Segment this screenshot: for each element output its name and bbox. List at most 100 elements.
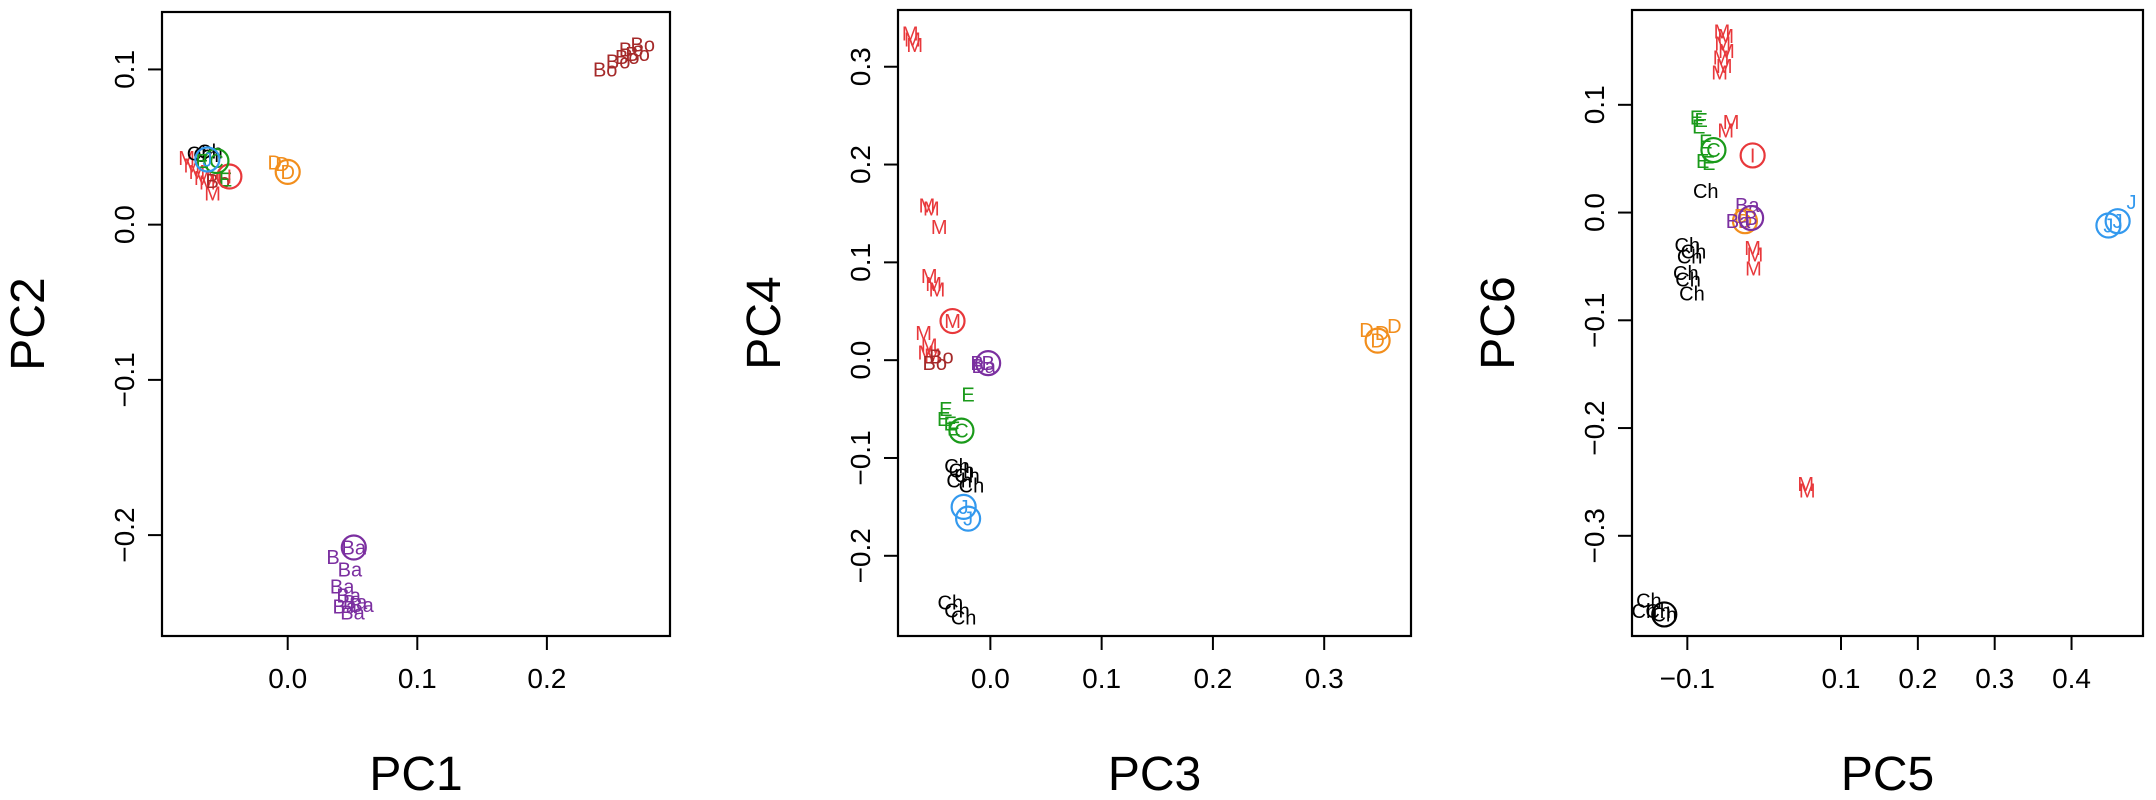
point-marker	[216, 163, 243, 190]
data-point: M	[1713, 47, 1730, 69]
x-axis: −0.1 0.1 0.2 0.3 0.4	[1660, 636, 2091, 694]
y-tick-label: −0.1	[1579, 293, 1610, 348]
data-point: M	[189, 162, 206, 184]
point-label: M	[1745, 259, 1762, 281]
point-label: E	[1696, 151, 1709, 173]
point-label: M	[1713, 47, 1730, 69]
data-point: B	[326, 547, 339, 569]
data-point: M	[1747, 245, 1764, 267]
point-label: I	[227, 167, 233, 189]
point-label: Ch	[1677, 247, 1703, 269]
point-label: E	[961, 384, 974, 406]
point-marker	[1731, 208, 1759, 235]
point-label: Ch	[938, 593, 964, 615]
point-label: C	[1706, 140, 1720, 162]
data-point: Ch	[1693, 181, 1719, 203]
data-point: Ch	[959, 475, 985, 497]
point-label: Ba	[349, 595, 374, 617]
point-label: Ch	[949, 461, 975, 483]
data-point: M	[925, 274, 942, 296]
point-label: M	[924, 345, 941, 367]
y-axis: −0.2 −0.1 0.0 0.1	[109, 50, 162, 563]
point-label: J	[963, 509, 973, 531]
x-tick-label: −0.1	[1660, 663, 1715, 694]
point-label: Bo	[606, 52, 630, 74]
point-label: I	[1750, 145, 1756, 167]
point-label: Ba	[332, 597, 357, 619]
point-label: Ch	[1673, 263, 1699, 285]
point-label: M	[199, 173, 216, 195]
point-label: Ch	[944, 456, 970, 478]
point-label: M	[1747, 245, 1764, 267]
point-marker	[340, 534, 367, 561]
data-point: J	[2126, 192, 2136, 214]
data-point: Ba	[336, 586, 361, 608]
point-label: B	[1744, 208, 1757, 230]
data-point: Ba	[340, 603, 365, 625]
point-label: Ch	[959, 475, 985, 497]
data-point: Ba	[971, 356, 996, 378]
data-point: M	[1744, 238, 1761, 260]
data-point: M	[194, 168, 211, 190]
x-tick-label: 0.3	[1305, 663, 1344, 694]
point-label: M	[1717, 121, 1734, 143]
point-label: M	[1711, 62, 1728, 84]
y-axis-title: PC2	[2, 277, 55, 370]
point-label: M	[1717, 26, 1734, 48]
data-point: Bo	[631, 35, 655, 57]
data-point: Ba	[349, 595, 374, 617]
data-point: Ba	[330, 576, 355, 598]
point-label: Ba	[338, 559, 363, 581]
point-marker	[203, 147, 230, 175]
x-tick-label: 0.1	[1082, 663, 1121, 694]
plot-frame	[1630, 8, 2145, 638]
point-marker	[1738, 204, 1765, 232]
y-tick-label: −0.3	[1579, 508, 1610, 563]
point-label: Ch	[944, 601, 970, 623]
point-label: Ba	[340, 603, 365, 625]
data-point: E	[1694, 110, 1707, 132]
point-label: J	[202, 149, 212, 171]
data-point: B	[975, 350, 1002, 377]
data-point: M	[1711, 62, 1728, 84]
data-point: Bo	[929, 346, 953, 368]
data-point: D	[1359, 320, 1373, 342]
point-label: M	[1723, 112, 1740, 134]
point-label: M	[178, 148, 195, 170]
point-marker	[1739, 142, 1766, 169]
plot-frame	[896, 8, 1413, 638]
data-point: M	[1745, 259, 1762, 281]
point-label: M	[906, 35, 923, 57]
data-point: J	[2104, 208, 2131, 235]
point-label: E	[939, 399, 952, 421]
point-label: Ch	[1632, 601, 1658, 623]
data-point: Ch	[944, 601, 970, 623]
data-point: B	[1738, 204, 1765, 232]
data-point: M	[931, 217, 948, 239]
point-label: Ba	[971, 356, 996, 378]
y-tick-label: 0.3	[845, 47, 876, 86]
point-label: Ba	[330, 576, 355, 598]
y-axis: −0.3 −0.2 −0.1 0.0 0.1	[1579, 85, 1632, 563]
x-axis-title: PC5	[1841, 748, 1934, 800]
data-point: Ch	[951, 607, 977, 629]
data-point: M	[902, 23, 919, 45]
data-point: Ba	[332, 597, 357, 619]
point-label: Bo	[929, 346, 953, 368]
point-marker	[1364, 327, 1391, 354]
data-point: Ba	[1726, 211, 1751, 233]
scatter-panel-2: 0.0 0.1 0.2 0.3−0.2−0.10.00.10.20.3PC3PC4MM…	[738, 8, 1413, 800]
data-point: Ch	[1677, 247, 1703, 269]
data-point: Ch	[1675, 269, 1701, 291]
point-label: Bo	[625, 44, 649, 66]
data-point: Ch	[946, 470, 972, 492]
point-label: M	[1744, 238, 1761, 260]
point-label: M	[1797, 474, 1814, 496]
point-label: M	[1716, 56, 1733, 78]
data-point: M	[1718, 41, 1735, 63]
point-marker	[194, 146, 221, 173]
data-point: M	[921, 266, 938, 288]
point-label: B	[981, 353, 994, 375]
